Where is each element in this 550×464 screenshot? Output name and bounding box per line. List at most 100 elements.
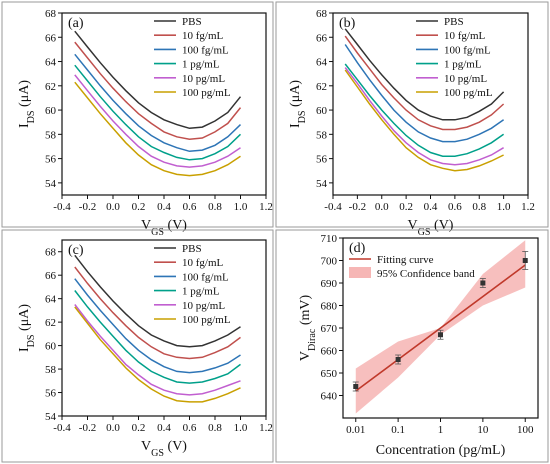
y-tick-label: 62 xyxy=(45,317,56,329)
x-tick-label: 0.0 xyxy=(106,201,120,213)
x-axis-label: VGS (V) xyxy=(141,218,187,238)
data-point xyxy=(438,332,443,338)
legend-label: 100 fg/mL xyxy=(182,44,229,56)
panel-label: (d) xyxy=(349,241,366,256)
legend-label: 100 pg/mL xyxy=(182,87,231,99)
x-axis-label: Concentration (pg/mL) xyxy=(376,443,506,458)
data-point xyxy=(480,280,486,286)
x-axis-label: VGS (V) xyxy=(408,218,454,238)
y-axis-label: VDirac (mV) xyxy=(298,294,318,361)
x-tick-label: -0.2 xyxy=(349,201,366,213)
legend-label: PBS xyxy=(444,16,464,28)
y-tick-label: 64 xyxy=(316,57,328,69)
y-axis-label: IDS (μA) xyxy=(17,304,37,352)
legend-label: 100 fg/mL xyxy=(182,271,229,283)
x-tick-label: 0.0 xyxy=(375,201,389,213)
y-tick-label: 56 xyxy=(45,388,57,400)
series-line xyxy=(74,64,242,161)
y-tick-label: 690 xyxy=(321,278,338,290)
fit-line xyxy=(355,264,526,392)
x-tick-label: 0.6 xyxy=(183,201,197,213)
y-tick-label: 58 xyxy=(45,129,57,141)
legend-label: 10 fg/mL xyxy=(182,30,224,42)
series-line xyxy=(74,53,242,153)
series-line xyxy=(344,67,504,166)
legend-swatch-band xyxy=(349,267,371,278)
legend-label: 100 pg/mL xyxy=(182,314,231,326)
series-line xyxy=(344,28,505,121)
legend-label: 10 pg/mL xyxy=(444,73,487,85)
series-line xyxy=(344,44,505,143)
x-tick-label: 0.4 xyxy=(424,201,438,213)
y-tick-label: 64 xyxy=(45,57,57,69)
legend-label: PBS xyxy=(182,16,202,28)
panel-a: -0.4 -0.2 0.0 0.2 0.4 0.6 0.8 1.0 1.2 54 56 58 60 62 6… xyxy=(1,1,274,238)
y-tick-label: 66 xyxy=(45,32,57,44)
x-tick-label: 1.2 xyxy=(521,201,535,213)
y-tick-label: 54 xyxy=(45,411,57,423)
legend-label-band: 95% Confidence band xyxy=(377,268,475,280)
x-tick-label: 0.2 xyxy=(399,201,413,213)
y-tick-label: 640 xyxy=(321,391,338,403)
x-tick-label: 1.0 xyxy=(234,422,248,434)
data-point xyxy=(353,384,359,389)
x-tick-label: 0.01 xyxy=(346,424,365,436)
y-axis-label: IDS (μA) xyxy=(288,80,308,128)
x-tick-label: 0.2 xyxy=(132,422,146,434)
series-line xyxy=(344,69,504,172)
panel-frame xyxy=(275,229,549,463)
y-tick-label: 68 xyxy=(45,8,57,20)
x-tick-label: 1 xyxy=(438,424,444,436)
y-tick-label: 60 xyxy=(45,341,57,353)
x-axis-label: VGS (V) xyxy=(141,439,187,459)
y-tick-label: 710 xyxy=(321,233,338,245)
series-line xyxy=(74,41,242,140)
x-tick-label: 1.2 xyxy=(259,201,273,213)
y-tick-label: 54 xyxy=(45,178,57,190)
y-tick-label: 64 xyxy=(45,294,57,306)
x-tick-label: 0.6 xyxy=(183,422,197,434)
panel-label: (a) xyxy=(68,16,84,31)
y-tick-label: 60 xyxy=(45,105,57,117)
panel-frame xyxy=(1,229,274,463)
legend-label: 10 pg/mL xyxy=(182,300,225,312)
y-tick-label: 56 xyxy=(316,154,328,166)
x-tick-label: 0.1 xyxy=(391,424,405,436)
y-tick-label: 54 xyxy=(316,178,328,190)
series-line xyxy=(74,74,241,168)
panel-label: (b) xyxy=(339,16,356,31)
x-tick-label: -0.2 xyxy=(79,201,96,213)
series-line xyxy=(74,30,242,130)
y-tick-label: 660 xyxy=(321,346,338,358)
y-tick-label: 680 xyxy=(321,301,338,313)
x-tick-label: -0.2 xyxy=(79,422,96,434)
series-line xyxy=(74,278,241,374)
x-tick-label: 0.8 xyxy=(208,201,222,213)
x-tick-label: 10 xyxy=(477,424,489,436)
panel-c: -0.4 -0.2 0.0 0.2 0.4 0.6 0.8 1.0 1.2 54 56 58 60 62 6… xyxy=(1,229,274,463)
x-tick-label: 0.4 xyxy=(157,422,171,434)
series-line xyxy=(74,254,241,348)
y-tick-label: 670 xyxy=(321,323,338,335)
y-tick-label: 650 xyxy=(321,368,338,380)
y-tick-label: 700 xyxy=(321,256,338,268)
x-tick-label: 0.8 xyxy=(208,422,222,434)
legend-label: 10 pg/mL xyxy=(182,73,225,85)
legend-label: 100 pg/mL xyxy=(444,87,493,99)
legend-label: 10 fg/mL xyxy=(182,257,224,269)
confidence-band xyxy=(355,240,526,414)
series-line xyxy=(74,266,241,360)
x-tick-label: 1.2 xyxy=(259,422,273,434)
y-tick-label: 62 xyxy=(316,81,327,93)
y-tick-label: 68 xyxy=(316,8,328,20)
series-line xyxy=(344,35,505,131)
x-tick-label: -0.4 xyxy=(53,201,71,213)
series-line xyxy=(74,81,241,177)
legend-label: 1 pg/mL xyxy=(182,286,220,298)
x-tick-label: 1.0 xyxy=(234,201,248,213)
legend-label: 10 fg/mL xyxy=(444,30,486,42)
data-point xyxy=(395,357,401,362)
panel-b: -0.4 -0.2 0.0 0.2 0.4 0.6 0.8 1.0 1.2 54 56 58 60 62 6… xyxy=(275,1,549,238)
legend-label-fit: Fitting curve xyxy=(377,254,434,266)
